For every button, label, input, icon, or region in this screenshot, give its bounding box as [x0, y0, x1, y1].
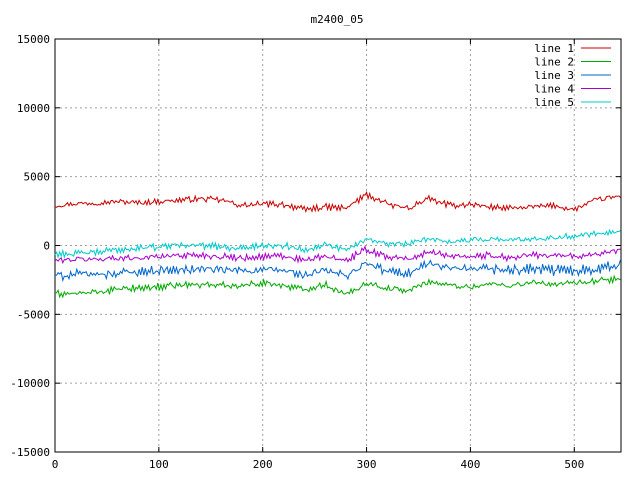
legend-label: line 5: [534, 96, 574, 109]
y-tick-label: 15000: [17, 33, 50, 46]
y-tick-label: 10000: [17, 102, 50, 115]
series-line-2: [54, 274, 621, 299]
x-tick-label: 0: [52, 458, 59, 471]
series-line-5: [54, 228, 621, 259]
x-tick-label: 400: [460, 458, 480, 471]
chart-title: m2400_05: [311, 13, 364, 26]
y-tick-label: 5000: [24, 171, 51, 184]
legend-label: line 1: [534, 42, 574, 55]
x-tick-label: 500: [564, 458, 584, 471]
y-tick-label: -5000: [17, 308, 50, 321]
legend-label: line 2: [534, 56, 574, 69]
y-tick-label: 0: [43, 240, 50, 253]
y-tick-label: -10000: [10, 377, 50, 390]
series-line-3: [54, 259, 621, 283]
series-line-1: [54, 190, 621, 214]
x-tick-label: 100: [149, 458, 169, 471]
series-layer: [54, 190, 621, 299]
series-line-4: [54, 244, 621, 265]
axes-layer: 0 100 200 300 400 500 -15000 -10000 -5000 0 5000 10…: [10, 33, 622, 471]
x-tick-label: 300: [357, 458, 377, 471]
legend-label: line 4: [534, 83, 574, 96]
y-tick-label: -15000: [10, 446, 50, 459]
legend-label: line 3: [534, 69, 574, 82]
x-tick-label: 200: [253, 458, 273, 471]
